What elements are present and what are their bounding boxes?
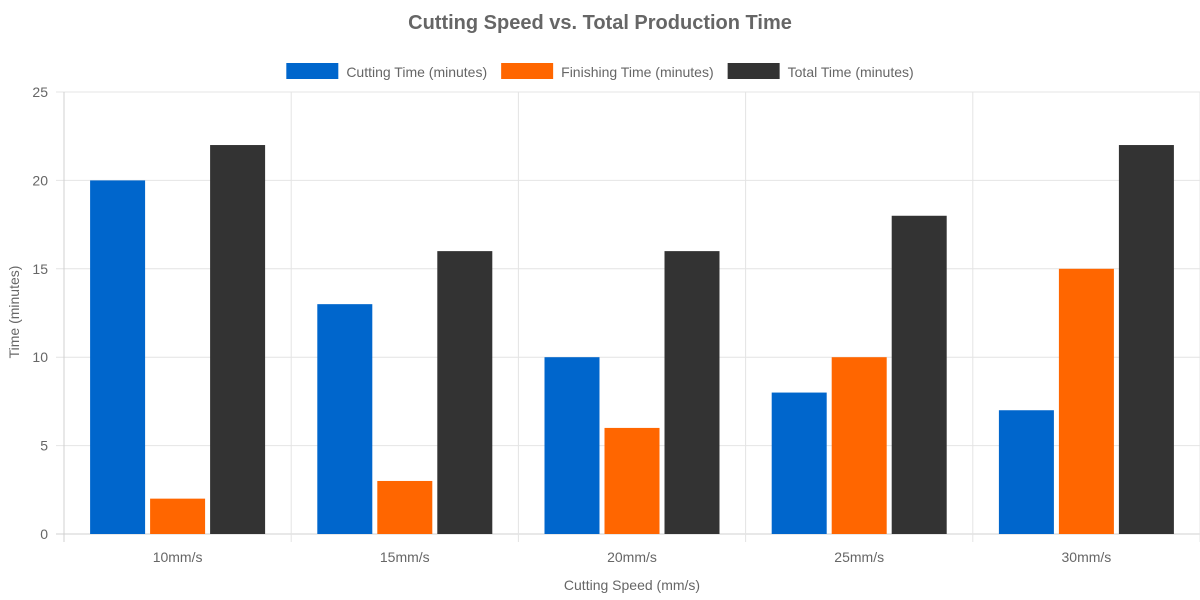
legend-label: Finishing Time (minutes) xyxy=(561,64,714,80)
bar-0-1[interactable] xyxy=(317,304,373,534)
y-tick-label: 20 xyxy=(32,172,48,188)
bar-2-3[interactable] xyxy=(891,215,947,534)
legend-swatch xyxy=(286,63,339,79)
y-axis-label: Time (minutes) xyxy=(6,266,22,359)
x-tick-label: 10mm/s xyxy=(153,549,203,565)
bar-1-4[interactable] xyxy=(1058,268,1114,534)
legend-item[interactable]: Finishing Time (minutes) xyxy=(501,63,714,80)
x-tick-label: 15mm/s xyxy=(380,549,430,565)
legend-swatch xyxy=(727,63,780,79)
x-tick-label: 30mm/s xyxy=(1062,549,1112,565)
chart-title: Cutting Speed vs. Total Production Time xyxy=(408,12,792,34)
bar-0-4[interactable] xyxy=(998,410,1054,534)
legend-label: Cutting Time (minutes) xyxy=(346,64,487,80)
y-axis-ticks: 0 5 10 15 20 25 xyxy=(32,84,48,542)
bar-1-2[interactable] xyxy=(604,427,660,534)
y-tick-label: 15 xyxy=(32,261,48,277)
bar-2-0[interactable] xyxy=(210,145,266,535)
bar-0-3[interactable] xyxy=(771,392,827,534)
bar-1-1[interactable] xyxy=(377,480,433,534)
x-axis-ticks: 10mm/s 15mm/s 20mm/s 25mm/s 30mm/s xyxy=(153,549,1112,565)
y-tick-label: 10 xyxy=(32,349,48,365)
bar-2-2[interactable] xyxy=(664,251,720,534)
bar-2-4[interactable] xyxy=(1118,145,1174,535)
x-tick-label: 25mm/s xyxy=(834,549,884,565)
legend-item[interactable]: Cutting Time (minutes) xyxy=(286,63,487,80)
legend[interactable]: Cutting Time (minutes) Finishing Time (mi… xyxy=(286,63,914,80)
bars xyxy=(90,145,1174,535)
x-tick-label: 20mm/s xyxy=(607,549,657,565)
legend-swatch xyxy=(501,63,554,79)
bar-1-0[interactable] xyxy=(150,498,206,534)
y-tick-label: 5 xyxy=(40,438,48,454)
legend-label: Total Time (minutes) xyxy=(788,64,914,80)
bar-1-3[interactable] xyxy=(831,357,887,534)
y-tick-label: 0 xyxy=(40,526,48,542)
bar-0-2[interactable] xyxy=(544,357,600,534)
y-tick-label: 25 xyxy=(32,84,48,100)
legend-item[interactable]: Total Time (minutes) xyxy=(727,63,914,80)
x-axis-label: Cutting Speed (mm/s) xyxy=(564,577,700,593)
bar-2-1[interactable] xyxy=(437,251,493,534)
bar-0-0[interactable] xyxy=(90,180,146,534)
